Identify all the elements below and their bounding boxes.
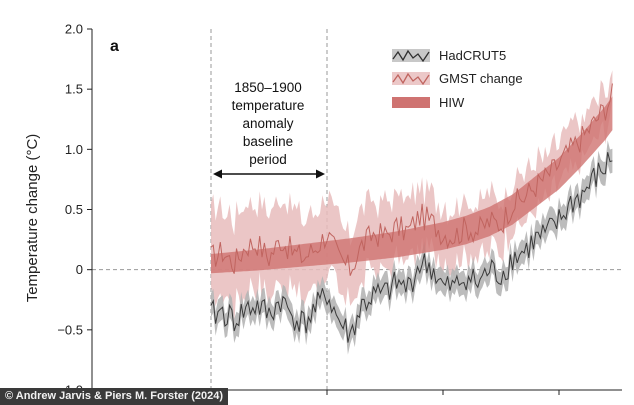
arrow-head-right (316, 169, 325, 179)
y-tick-label: 0.5 (65, 202, 83, 217)
legend-swatch-hadcrut5-line (392, 49, 430, 63)
legend-item-gmst: GMST change (392, 71, 523, 86)
hadcrut5-uncertainty-band (211, 140, 613, 355)
legend-swatch-gmst-line (392, 72, 430, 86)
series-lines (210, 83, 613, 343)
y-tick-label: 1.0 (65, 142, 83, 157)
legend-item-hiw: HIW (392, 95, 465, 110)
y-axis-label: Temperature change (°C) (24, 134, 41, 303)
legend-label-gmst: GMST change (439, 71, 523, 86)
baseline-arrow (213, 169, 325, 179)
annotation-line-2: temperature (232, 98, 305, 113)
annotation-line-1: 1850–1900 (234, 80, 302, 95)
legend-swatch-hiw (392, 97, 430, 108)
baseline-annotation: 1850–1900 temperature anomaly baseline p… (213, 80, 325, 179)
axes (91, 29, 622, 395)
legend: HadCRUT5 GMST change HIW (392, 48, 523, 110)
hadcrut5-line (210, 152, 613, 343)
image-credit: © Andrew Jarvis & Piers M. Forster (2024… (0, 388, 229, 405)
legend-label-hiw: HIW (439, 95, 465, 110)
y-tick-label: −0.5 (57, 322, 83, 337)
uncertainty-bands (211, 70, 613, 355)
legend-label-hadcrut5: HadCRUT5 (439, 48, 506, 63)
annotation-line-3: anomaly (242, 116, 293, 131)
y-tick-label: 1.5 (65, 82, 83, 97)
panel-label: a (110, 38, 119, 55)
reference-lines (92, 29, 622, 390)
arrow-head-left (213, 169, 222, 179)
gmst-line (210, 83, 613, 276)
y-tick-label: 2.0 (65, 22, 83, 37)
legend-item-hadcrut5: HadCRUT5 (392, 48, 506, 63)
y-tick-label: 0 (76, 262, 83, 277)
annotation-line-5: period (249, 152, 287, 167)
annotation-line-4: baseline (243, 134, 293, 149)
y-ticks: 2.01.51.00.50−0.5−1.0 (57, 22, 92, 398)
hiw-band (211, 96, 613, 274)
